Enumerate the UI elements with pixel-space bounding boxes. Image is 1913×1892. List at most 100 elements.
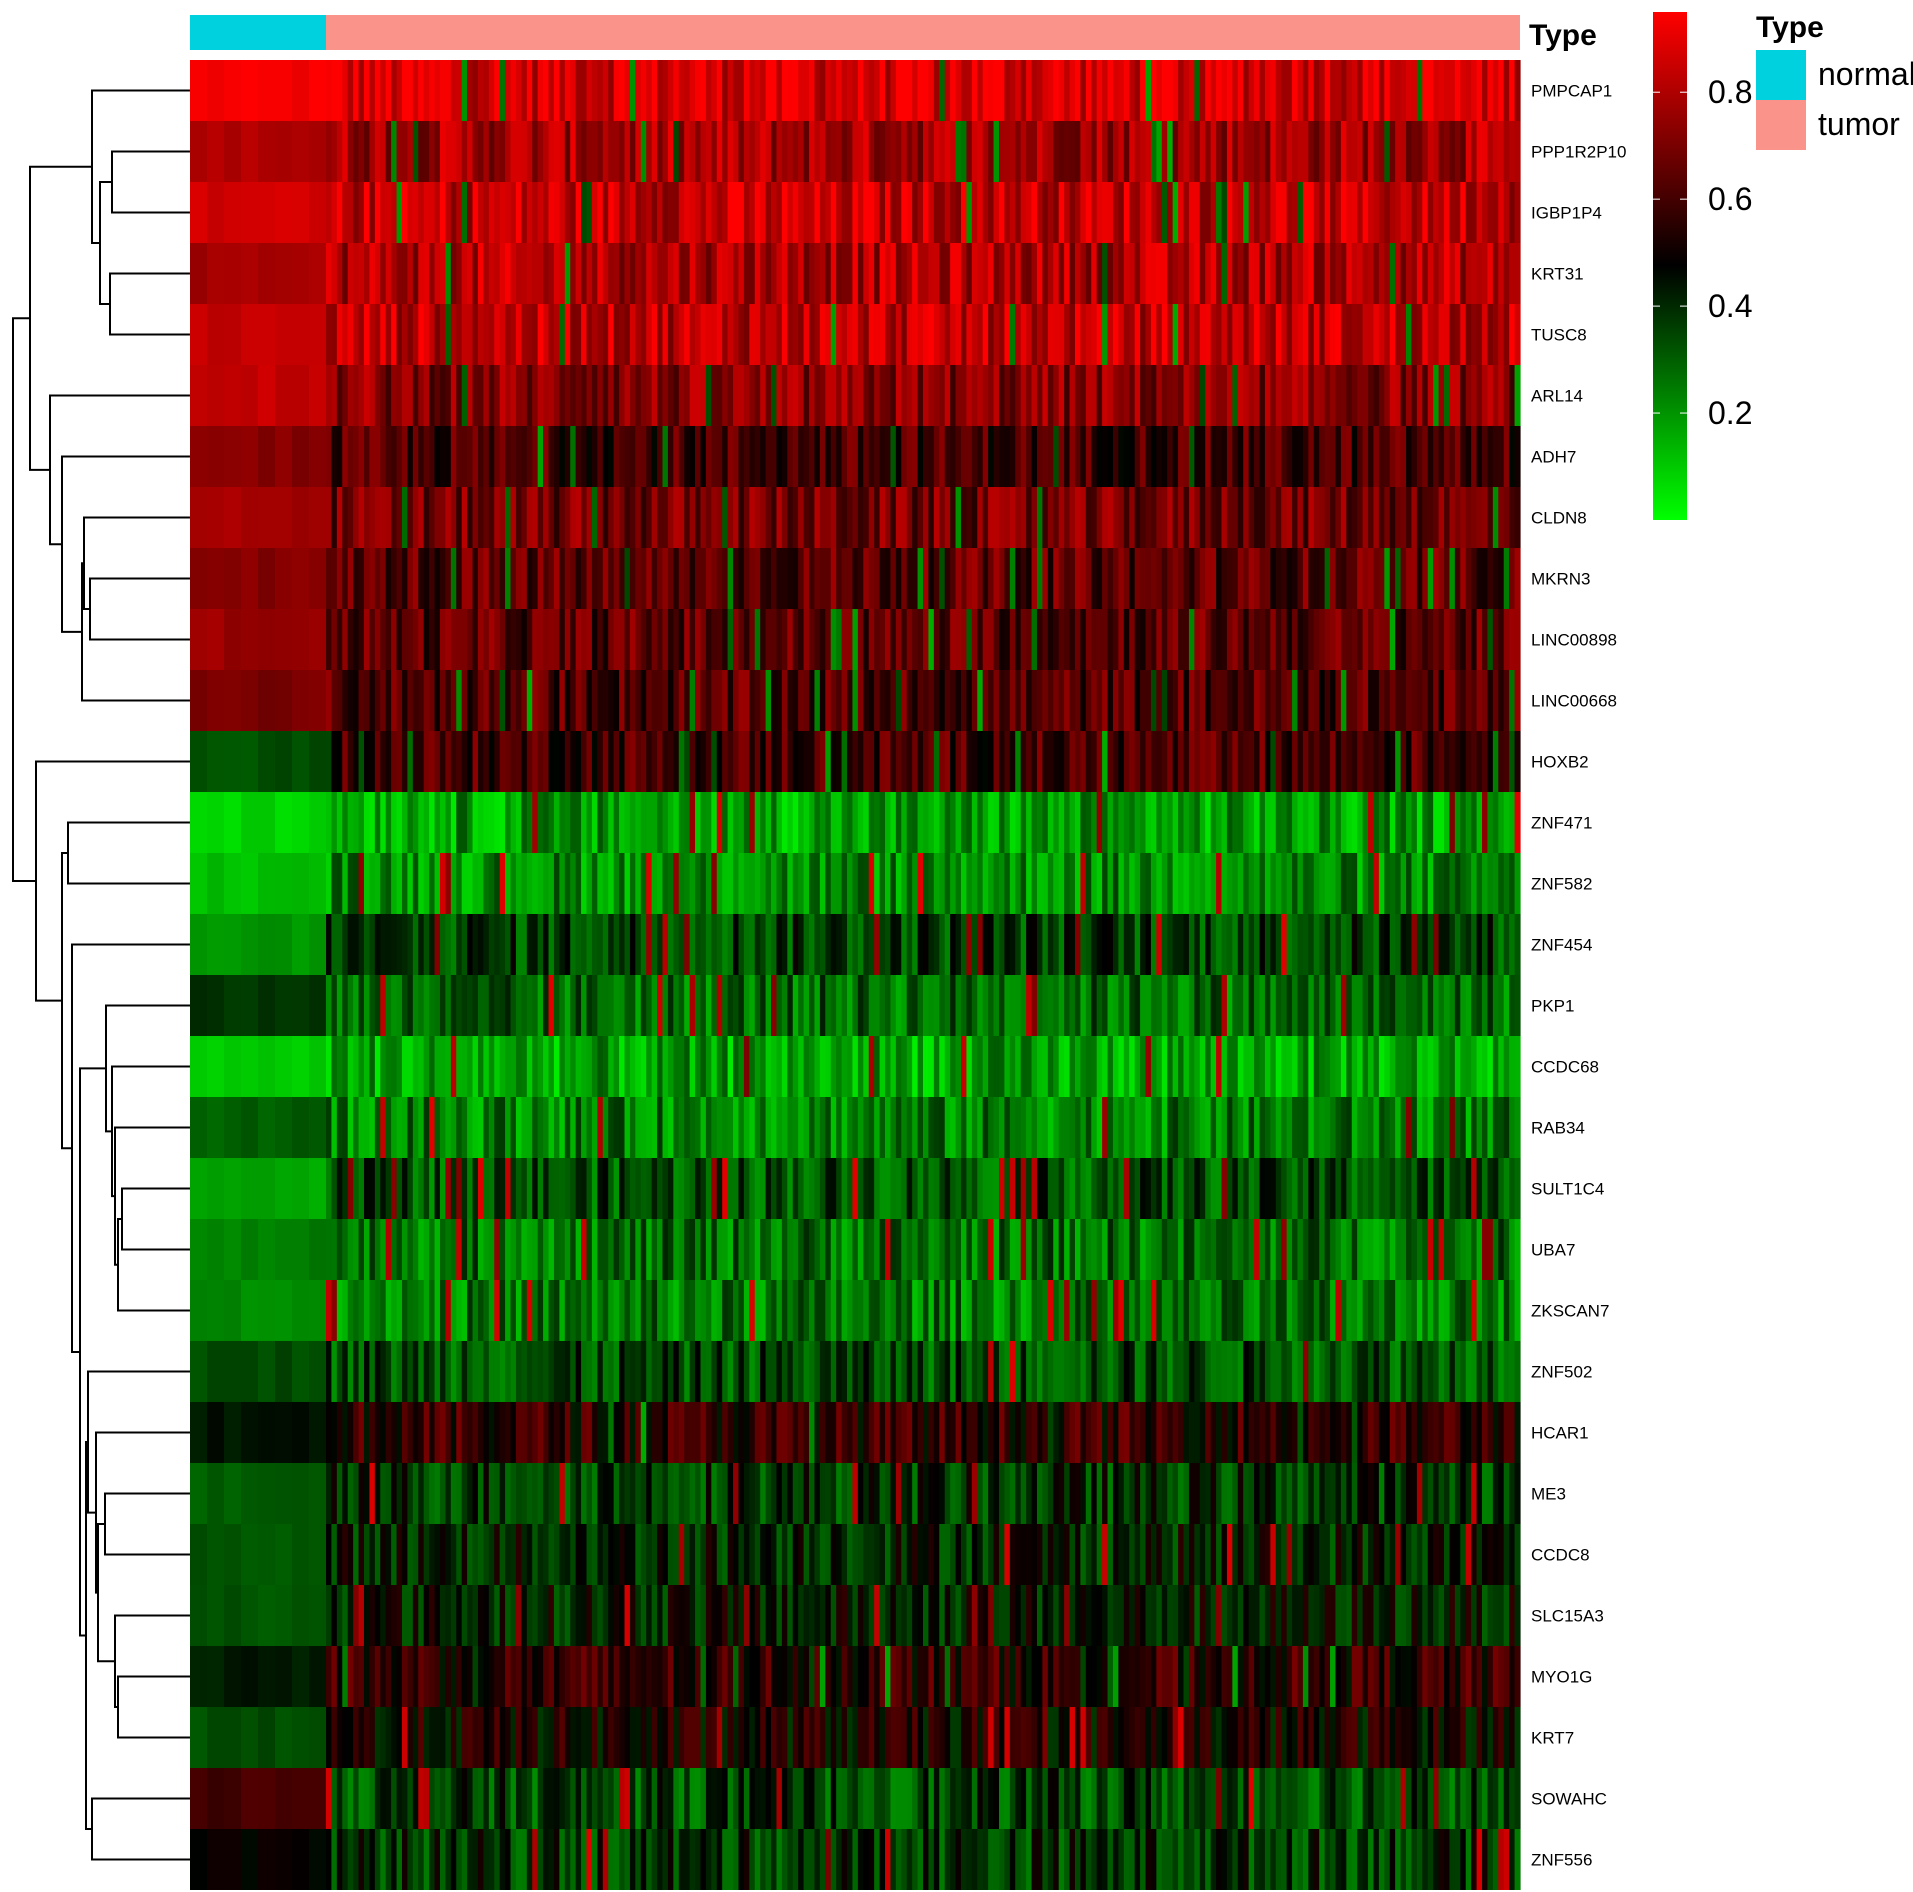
heatmap-cell xyxy=(1346,914,1353,975)
heatmap-cell xyxy=(841,792,848,853)
heatmap-cell xyxy=(1351,792,1358,853)
heatmap-cell xyxy=(738,487,745,548)
heatmap-cell xyxy=(1118,304,1125,365)
heatmap-cell xyxy=(292,304,310,365)
heatmap-cell xyxy=(275,670,293,731)
heatmap-cell xyxy=(369,1219,376,1280)
heatmap-cell xyxy=(993,548,1000,609)
dendrogram-branch xyxy=(95,1431,190,1594)
heatmap-cell xyxy=(950,60,957,121)
heatmap-cell xyxy=(597,60,604,121)
heatmap-cell xyxy=(608,1280,615,1341)
heatmap-cell xyxy=(1210,182,1217,243)
heatmap-cell xyxy=(1384,975,1391,1036)
heatmap-cell xyxy=(241,487,259,548)
heatmap-cell xyxy=(798,426,805,487)
heatmap-cell xyxy=(1270,121,1277,182)
heatmap-cell xyxy=(456,975,463,1036)
heatmap-cell xyxy=(624,609,631,670)
heatmap-cell xyxy=(548,182,555,243)
heatmap-cell xyxy=(1509,365,1516,426)
heatmap-cell xyxy=(1112,792,1119,853)
heatmap-cell xyxy=(657,670,664,731)
heatmap-cell xyxy=(586,304,593,365)
heatmap-cell xyxy=(1297,121,1304,182)
heatmap-cell xyxy=(1264,1280,1271,1341)
heatmap-cell xyxy=(483,243,490,304)
heatmap-cell xyxy=(292,1219,310,1280)
heatmap-cell xyxy=(673,182,680,243)
heatmap-cell xyxy=(705,182,712,243)
heatmap-cell xyxy=(711,60,718,121)
heatmap-cell xyxy=(1058,426,1065,487)
heatmap-cell xyxy=(1406,731,1413,792)
heatmap-cell xyxy=(401,426,409,487)
heatmap-cell xyxy=(434,121,441,182)
heatmap-cell xyxy=(716,1097,723,1158)
heatmap-cell xyxy=(1150,1097,1157,1158)
heatmap-cell xyxy=(1275,121,1282,182)
heatmap-cell xyxy=(434,182,441,243)
heatmap-cell xyxy=(803,121,810,182)
heatmap-cell xyxy=(646,670,653,731)
heatmap-cell xyxy=(640,121,647,182)
heatmap-cell xyxy=(608,792,615,853)
heatmap-cell xyxy=(1145,243,1152,304)
heatmap-cell xyxy=(1302,243,1309,304)
heatmap-cell xyxy=(906,182,913,243)
heatmap-cell xyxy=(505,670,512,731)
heatmap-cell xyxy=(190,1158,208,1219)
heatmap-cell xyxy=(944,975,951,1036)
heatmap-cell xyxy=(1368,1036,1375,1097)
heatmap-cell xyxy=(543,1219,550,1280)
heatmap-cell xyxy=(960,670,968,731)
heatmap-cell xyxy=(1395,792,1402,853)
heatmap-cell xyxy=(1313,975,1320,1036)
heatmap-cell xyxy=(885,548,892,609)
heatmap-cell xyxy=(1270,304,1277,365)
heatmap-cell xyxy=(586,975,593,1036)
heatmap-cell xyxy=(613,304,620,365)
heatmap-cell xyxy=(662,304,669,365)
heatmap-cell xyxy=(1270,670,1277,731)
heatmap-cell xyxy=(532,975,539,1036)
heatmap-cell xyxy=(1031,1158,1038,1219)
heatmap-cell xyxy=(1384,853,1391,914)
heatmap-cell xyxy=(1237,609,1244,670)
heatmap-cell xyxy=(1454,1280,1461,1341)
heatmap-cell xyxy=(619,792,626,853)
heatmap-cell xyxy=(434,243,441,304)
heatmap-cell xyxy=(1395,182,1402,243)
heatmap-cell xyxy=(1498,731,1505,792)
heatmap-cell xyxy=(1498,548,1505,609)
heatmap-cell xyxy=(1167,487,1174,548)
heatmap-cell xyxy=(1237,60,1244,121)
heatmap-cell xyxy=(640,182,647,243)
heatmap-cell xyxy=(391,1219,398,1280)
heatmap-cell xyxy=(1368,548,1375,609)
heatmap-cell xyxy=(521,243,528,304)
heatmap-cell xyxy=(982,1036,989,1097)
heatmap-cell xyxy=(1085,1158,1092,1219)
heatmap-cell xyxy=(613,365,620,426)
heatmap-cell xyxy=(342,1097,349,1158)
heatmap-cell xyxy=(1102,1280,1109,1341)
heatmap-cell xyxy=(792,1036,799,1097)
heatmap-cell xyxy=(1047,426,1054,487)
heatmap-cell xyxy=(1378,121,1385,182)
heatmap-cell xyxy=(407,670,414,731)
heatmap-cell xyxy=(1292,792,1299,853)
heatmap-cell xyxy=(532,853,539,914)
heatmap-cell xyxy=(792,975,799,1036)
heatmap-cell xyxy=(754,60,761,121)
heatmap-cell xyxy=(1254,792,1261,853)
heatmap-cell xyxy=(988,1097,995,1158)
heatmap-cell xyxy=(608,60,615,121)
heatmap-cell xyxy=(1487,487,1494,548)
heatmap-cell xyxy=(1183,853,1190,914)
heatmap-cell xyxy=(629,1158,636,1219)
heatmap-cell xyxy=(787,304,794,365)
heatmap-cell xyxy=(385,975,392,1036)
heatmap-cell xyxy=(1004,609,1011,670)
heatmap-cell xyxy=(1069,731,1076,792)
